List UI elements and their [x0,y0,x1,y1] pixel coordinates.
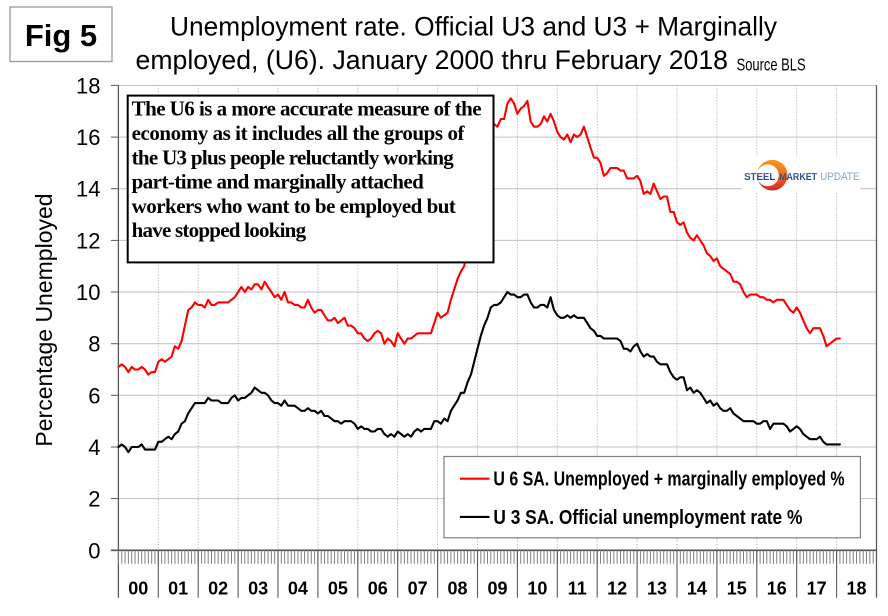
svg-text:Source BLS: Source BLS [737,54,806,74]
svg-text:18: 18 [846,579,866,599]
svg-text:STEEL: STEEL [744,172,775,183]
svg-text:10: 10 [76,280,100,305]
svg-text:4: 4 [88,435,100,460]
svg-text:6: 6 [88,383,100,408]
svg-text:part-time and marginally attac: part-time and marginally attached [132,169,425,193]
svg-text:15: 15 [727,579,747,599]
svg-text:17: 17 [807,579,827,599]
svg-text:04: 04 [288,579,308,599]
svg-text:Fig 5: Fig 5 [25,18,97,53]
svg-text:have stopped looking: have stopped looking [132,218,307,242]
svg-text:12: 12 [607,579,627,599]
svg-text:The U6 is a more accurate meas: The U6 is a more accurate measure of the [132,97,482,121]
svg-text:14: 14 [687,579,707,599]
svg-text:08: 08 [447,579,467,599]
svg-text:07: 07 [408,579,428,599]
svg-text:14: 14 [76,177,100,202]
svg-text:workers who want to be employe: workers who want to be employed but [132,194,456,218]
svg-text:01: 01 [168,579,188,599]
svg-text:18: 18 [76,73,100,98]
svg-text:employed, (U6). January 2000 t: employed, (U6). January 2000 thru Februa… [136,45,729,75]
svg-text:Unemployment rate. Official U3: Unemployment rate. Official U3 and U3 + … [170,11,778,41]
svg-text:2: 2 [88,487,100,512]
svg-text:Percentage Unemployed: Percentage Unemployed [31,193,57,446]
svg-text:UPDATE: UPDATE [820,171,860,183]
svg-text:U 6 SA. Unemployed + marginall: U 6 SA. Unemployed + marginally employed… [493,469,844,491]
svg-text:8: 8 [88,332,100,357]
svg-text:03: 03 [248,579,268,599]
svg-text:12: 12 [76,228,100,253]
svg-text:the U3 plus people reluctantly: the U3 plus people reluctantly working [132,145,455,169]
svg-text:11: 11 [568,579,587,599]
svg-text:02: 02 [208,579,228,599]
svg-text:16: 16 [767,579,787,599]
svg-text:U 3 SA. Official unemployment: U 3 SA. Official unemployment rate % [493,507,802,529]
svg-text:16: 16 [76,125,100,150]
svg-text:09: 09 [487,579,507,599]
svg-text:10: 10 [527,579,547,599]
svg-text:MARKET: MARKET [779,172,818,183]
svg-text:06: 06 [368,579,388,599]
svg-text:00: 00 [128,579,148,599]
svg-text:economy as it includes all the: economy as it includes all the groups of [132,121,466,145]
svg-text:05: 05 [328,579,348,599]
svg-text:13: 13 [647,579,667,599]
svg-text:0: 0 [88,538,100,563]
